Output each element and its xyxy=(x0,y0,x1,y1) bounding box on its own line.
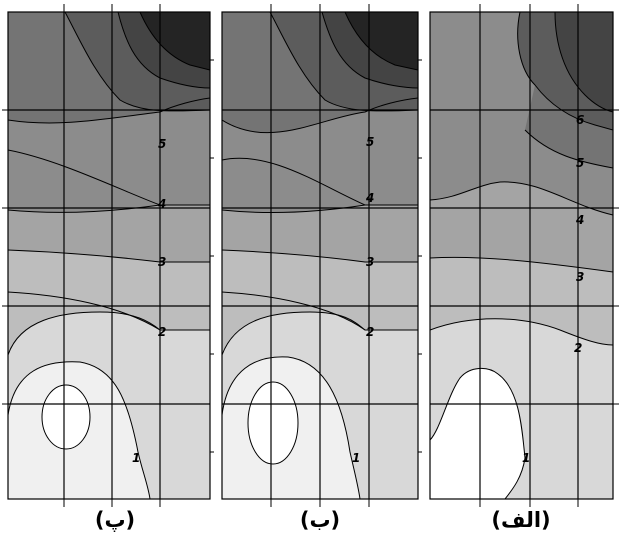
contour-label: 1 xyxy=(522,451,530,465)
contour-label: 5 xyxy=(366,135,374,149)
contour-panel-p: 1 2 3 4 5 xyxy=(8,12,210,499)
contour-label: 3 xyxy=(158,255,166,269)
contour-label: 2 xyxy=(366,325,374,339)
contour-label: 4 xyxy=(157,197,166,211)
contour-label: 2 xyxy=(574,341,582,355)
contour-label: 3 xyxy=(576,270,584,284)
panel-caption-b: (ب) xyxy=(299,508,341,532)
contour-label: 2 xyxy=(158,325,166,339)
edge-ticks xyxy=(2,4,619,507)
panel-caption-alef: (الف) xyxy=(491,508,551,532)
contour-label: 5 xyxy=(576,156,584,170)
contour-label: 5 xyxy=(158,137,166,151)
panel-caption-p: (پ) xyxy=(94,508,136,532)
contour-panel-alef: 1 2 3 4 5 6 xyxy=(430,12,613,499)
contour-panel-b: 1 2 3 4 5 xyxy=(222,12,418,499)
contour-label: 4 xyxy=(575,213,584,227)
contour-label: 1 xyxy=(132,451,140,465)
contour-label: 6 xyxy=(576,113,584,127)
contour-label: 4 xyxy=(365,191,374,205)
contour-label: 1 xyxy=(352,451,360,465)
contour-label: 3 xyxy=(366,255,374,269)
